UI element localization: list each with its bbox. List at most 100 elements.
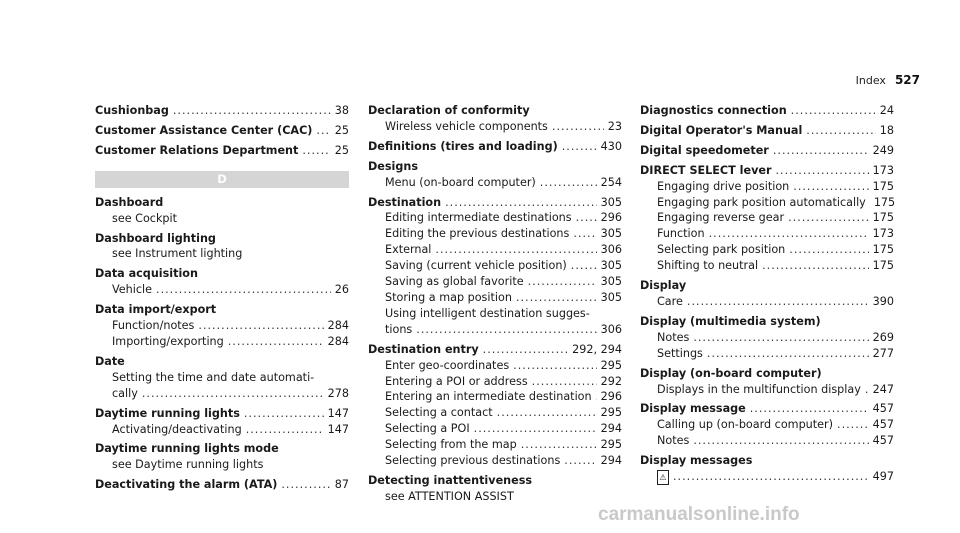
page-ref[interactable]: 25 — [334, 123, 349, 137]
page-ref[interactable]: 306 — [600, 322, 622, 336]
index-subentry: ⚠ 497 — [640, 469, 894, 486]
index-entry: Definitions (tires and loading)430 — [368, 139, 622, 155]
index-subentry: Importing/exporting284 — [95, 334, 349, 350]
index-entry: DIRECT SELECT lever173 — [640, 163, 894, 179]
index-entry: Daytime running lights mode — [95, 442, 279, 456]
page-ref[interactable]: 87 — [334, 478, 349, 492]
index-entry: Deactivating the alarm (ATA)87 — [95, 477, 349, 493]
page-ref[interactable]: 175 — [873, 195, 896, 209]
see-reference[interactable]: see ATTENTION ASSIST — [385, 489, 514, 503]
page-ref[interactable]: 278 — [327, 386, 349, 400]
index-column-3: Diagnostics connection24 Digital Operato… — [640, 103, 896, 486]
index-entry: Display — [640, 279, 687, 293]
index-subentry: Function173 — [640, 226, 894, 242]
index-subentry: Vehicle26 — [95, 282, 349, 298]
page-ref[interactable]: 254 — [600, 175, 622, 189]
index-entry: Data acquisition — [95, 267, 198, 281]
page-ref[interactable]: 296 — [600, 390, 622, 404]
index-subentry: Wireless vehicle components23 — [368, 119, 622, 135]
index-entry: Customer Relations Department25 — [95, 143, 349, 159]
index-entry: Destination entry292, 294 — [368, 342, 622, 358]
index-subentry: cally278 — [95, 386, 349, 402]
index-subentry: Activating/deactivating147 — [95, 422, 349, 438]
index-subentry: Saving (current vehicle position)305 — [368, 258, 622, 274]
index-entry: Data import/export — [95, 303, 217, 317]
page-ref[interactable]: 295 — [600, 358, 622, 372]
see-reference[interactable]: see Cockpit — [112, 211, 178, 225]
page-ref[interactable]: 457 — [872, 402, 894, 416]
page-ref[interactable]: 294 — [600, 454, 622, 468]
index-subentry: Notes457 — [640, 433, 894, 449]
index-entry: Display (on-board computer) — [640, 366, 822, 380]
page-ref[interactable]: 249 — [872, 143, 894, 157]
page-ref[interactable]: 292 — [600, 374, 622, 388]
index-entry: Cushionbag38 — [95, 103, 349, 119]
page-ref[interactable]: 295 — [600, 406, 622, 420]
page-ref[interactable]: 497 — [872, 470, 894, 484]
page-ref[interactable]: 305 — [600, 195, 622, 209]
see-reference[interactable]: see Daytime running lights — [112, 458, 264, 472]
page-ref[interactable]: 296 — [600, 211, 622, 225]
page-header: Index 527 — [856, 73, 920, 87]
page-ref[interactable]: 277 — [872, 346, 894, 360]
page-ref[interactable]: 305 — [600, 259, 622, 273]
index-subentry: Calling up (on-board computer)457 — [640, 417, 894, 433]
page-ref[interactable]: 23 — [607, 119, 622, 133]
page-ref[interactable]: 18 — [879, 123, 894, 137]
page-number: 527 — [894, 73, 920, 87]
index-subentry: Selecting a POI294 — [368, 421, 622, 437]
index-entry: Dashboard lighting — [95, 231, 216, 245]
index-entry: Designs — [368, 159, 418, 173]
index-subentry: Enter geo-coordinates295 — [368, 358, 622, 374]
index-entry: Daytime running lights147 — [95, 406, 349, 422]
index-subentry: Selecting previous destinations294 — [368, 453, 622, 469]
index-subentry: Displays in the multifunction display247 — [640, 382, 894, 398]
page-ref[interactable]: 390 — [872, 294, 894, 308]
page-ref[interactable]: 457 — [872, 418, 894, 432]
page-ref[interactable]: 175 — [872, 179, 894, 193]
index-entry: Digital speedometer249 — [640, 143, 894, 159]
page-ref[interactable]: 147 — [327, 406, 349, 420]
index-subentry: Editing the previous destinations305 — [368, 226, 622, 242]
index-subentry: Editing intermediate destinations296 — [368, 210, 622, 226]
index-subentry: tions306 — [368, 322, 622, 338]
page-ref[interactable]: 292, 294 — [572, 342, 622, 356]
header-label: Index — [855, 74, 886, 87]
page-ref[interactable]: 430 — [600, 139, 622, 153]
page-ref[interactable]: 26 — [334, 283, 349, 297]
index-subentry: Saving as global favorite305 — [368, 274, 622, 290]
page-ref[interactable]: 147 — [327, 422, 349, 436]
index-subentry: Notes269 — [640, 330, 894, 346]
see-reference[interactable]: see Instrument lighting — [112, 247, 243, 261]
index-subentry-wrap: Using intelligent destination sugges- — [385, 306, 590, 320]
page-ref[interactable]: 294 — [600, 422, 622, 436]
page-ref[interactable]: 305 — [600, 290, 622, 304]
watermark: carmanualsonline.info — [598, 504, 800, 525]
page-ref[interactable]: 38 — [334, 104, 349, 117]
index-subentry: Care390 — [640, 294, 894, 310]
page-ref[interactable]: 175 — [872, 243, 894, 257]
index-entry: Customer Assistance Center (CAC)25 — [95, 123, 349, 139]
index-subentry: Function/notes284 — [95, 318, 349, 334]
page-ref[interactable]: 305 — [600, 275, 622, 289]
page-ref[interactable]: 284 — [327, 319, 349, 333]
page-ref[interactable]: 175 — [872, 259, 894, 273]
page-ref[interactable]: 175 — [872, 211, 894, 225]
page-ref[interactable]: 457 — [872, 434, 894, 448]
page-ref[interactable]: 173 — [872, 227, 894, 241]
page-ref[interactable]: 247 — [872, 382, 894, 396]
index-entry: Diagnostics connection24 — [640, 103, 894, 119]
page-ref[interactable]: 25 — [334, 143, 349, 157]
page-ref[interactable]: 24 — [879, 104, 894, 117]
index-subentry: Entering a POI or address292 — [368, 374, 622, 390]
page-ref[interactable]: 173 — [872, 163, 894, 177]
page-ref[interactable]: 305 — [600, 227, 622, 241]
page-ref[interactable]: 295 — [600, 438, 622, 452]
page-ref[interactable]: 306 — [600, 243, 622, 257]
index-subentry: Engaging drive position175 — [640, 179, 894, 195]
page-ref[interactable]: 284 — [327, 334, 349, 348]
page-ref[interactable]: 269 — [872, 330, 894, 344]
index-subentry: Selecting park position175 — [640, 242, 894, 258]
index-entry: Date — [95, 354, 125, 368]
index-entry: Declaration of conformity — [368, 104, 530, 117]
